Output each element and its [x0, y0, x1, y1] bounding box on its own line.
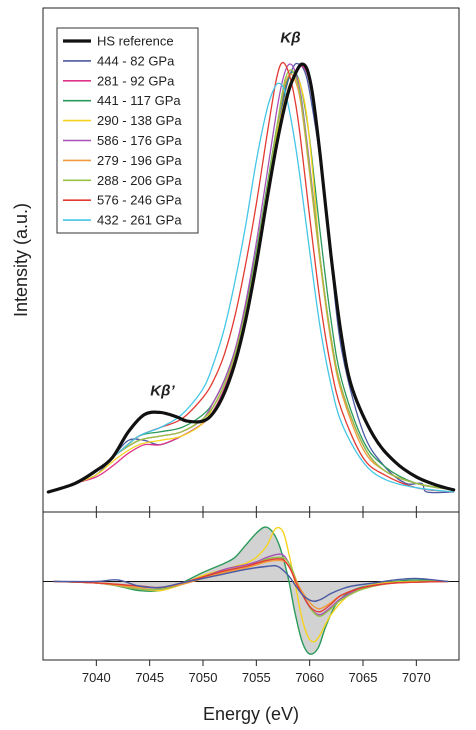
- difference-line: [53, 556, 449, 617]
- legend-label: 441 - 117 GPa: [97, 93, 181, 108]
- legend-label: HS reference: [97, 34, 174, 49]
- x-tick-label: 7040: [82, 670, 111, 685]
- difference-panel: 7040 7045 7050 7055 7060 7065 7070: [42, 506, 460, 685]
- legend-label: 432 - 261 GPa: [97, 213, 182, 228]
- spectra-panel: Kβ Kβ’: [42, 7, 460, 513]
- legend: HS reference 444 - 82 GPa 281 - 92 GPa 441 …: [56, 27, 199, 234]
- legend-label: 279 - 196 GPa: [97, 153, 182, 168]
- x-tick-label: 7055: [242, 670, 271, 685]
- series-line-432-261-gpa: [47, 82, 455, 493]
- x-axis-title: Energy (eV): [203, 704, 299, 724]
- legend-box: [56, 27, 199, 234]
- x-tick-label: 7070: [402, 670, 431, 685]
- legend-label: 576 - 246 GPa: [97, 193, 182, 208]
- difference-frame: [42, 511, 460, 661]
- x-tick-label: 7050: [189, 670, 218, 685]
- legend-label: 586 - 176 GPa: [97, 133, 182, 148]
- kbeta-peak-label: Kβ: [280, 30, 300, 47]
- legend-label: 281 - 92 GPa: [97, 73, 175, 88]
- legend-label: 290 - 138 GPa: [97, 113, 182, 128]
- difference-line: [53, 564, 449, 602]
- legend-label: 288 - 206 GPa: [97, 173, 182, 188]
- x-tick-label: 7060: [295, 670, 324, 685]
- kbeta-prime-label: Kβ’: [150, 382, 175, 399]
- difference-fill: [53, 527, 449, 655]
- y-axis-title: Intensity (a.u.): [11, 203, 31, 317]
- legend-label: 444 - 82 GPa: [97, 53, 175, 68]
- x-tick-label: 7045: [135, 670, 164, 685]
- axis-labels: Intensity (a.u.) Energy (eV): [11, 203, 299, 724]
- x-tick-label: 7065: [349, 670, 378, 685]
- series-line-hs-reference: [46, 62, 456, 494]
